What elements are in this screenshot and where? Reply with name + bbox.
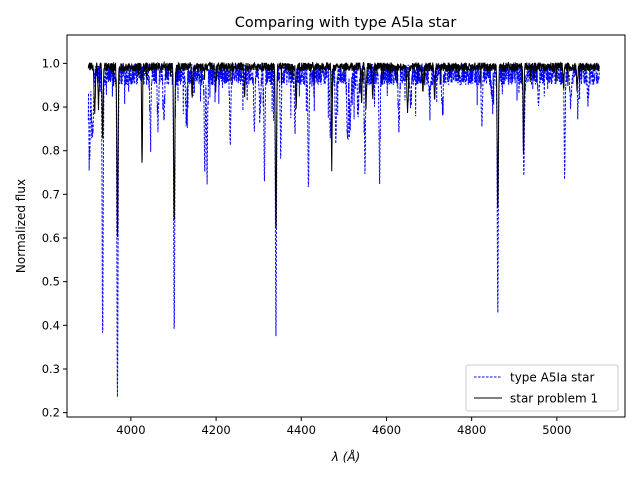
legend-box — [465, 364, 619, 412]
y-tick-label: 0.9 — [42, 100, 60, 114]
y-tick-label: 0.4 — [42, 318, 60, 332]
y-tick-label: 1.0 — [42, 56, 60, 70]
y-tick-label: 0.3 — [42, 362, 60, 376]
y-tick-label: 0.5 — [42, 275, 60, 289]
y-tick-label: 0.2 — [42, 406, 60, 420]
plot-frame — [66, 34, 626, 418]
x-axis-label: λ (Å) — [331, 449, 361, 464]
legend-label-0: type A5Ia star — [510, 371, 594, 385]
x-tick-label: 5000 — [542, 423, 571, 437]
y-tick-label: 0.6 — [42, 231, 60, 245]
series-line-1 — [87, 60, 600, 237]
y-axis: 0.2 0.3 0.4 0.5 0.6 0.7 0.8 0.9 1.0 — [42, 56, 67, 420]
x-tick-label: 4400 — [287, 423, 316, 437]
series-layer — [87, 60, 600, 397]
x-tick-label: 4600 — [372, 423, 401, 437]
plot-area — [66, 34, 626, 418]
x-tick-label: 4000 — [116, 423, 145, 437]
y-tick-label: 0.7 — [42, 187, 60, 201]
legend: type A5Ia star star problem 1 — [465, 364, 619, 412]
x-tick-label: 4800 — [457, 423, 486, 437]
y-tick-label: 0.8 — [42, 144, 60, 158]
y-axis-label: Normalized flux — [14, 179, 28, 273]
x-tick-label: 4200 — [201, 423, 230, 437]
chart-title: Comparing with type A5Ia star — [235, 15, 457, 31]
legend-label-1: star problem 1 — [510, 392, 598, 406]
x-axis: 4000 4200 4400 4600 4800 5000 — [116, 417, 571, 437]
